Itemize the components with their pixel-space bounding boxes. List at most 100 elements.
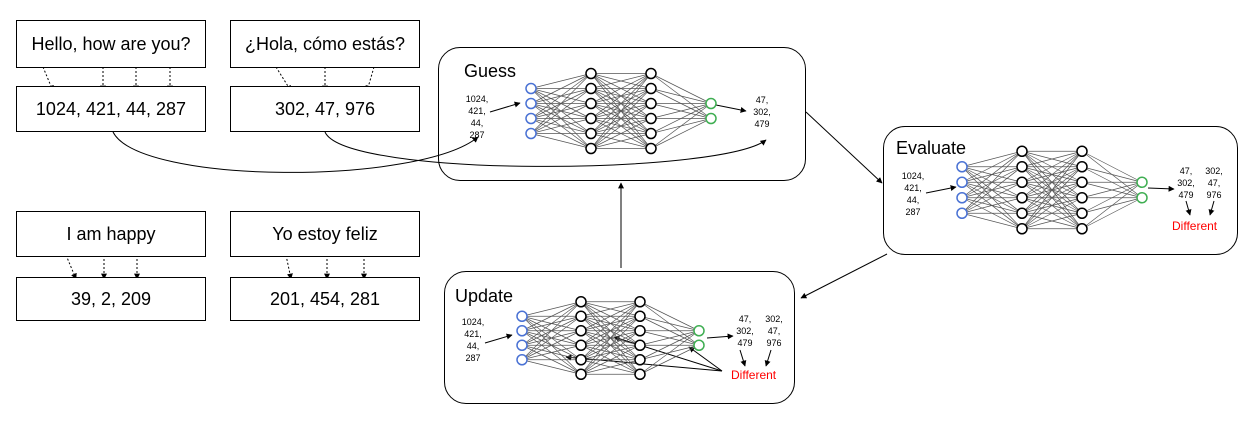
hidden-node: [645, 97, 657, 110]
update-target-value: 302,: [765, 314, 783, 324]
hidden-node: [575, 325, 587, 337]
evaluate-compare-arrow-right: [1208, 200, 1215, 216]
hidden-node: [1076, 176, 1088, 188]
network-edge: [1081, 181, 1143, 199]
network-edge: [590, 103, 652, 149]
evaluate-output-value: 302,: [1177, 178, 1195, 188]
hidden-node: [1016, 207, 1028, 219]
hidden-node: [585, 127, 597, 140]
guess-input-arrow: [489, 101, 521, 113]
hidden-node: [575, 354, 587, 366]
network-edges: [521, 301, 700, 375]
network-edge: [580, 316, 641, 375]
network-edge: [1081, 181, 1143, 230]
hidden-node: [634, 296, 646, 308]
update-input-value: 44,: [466, 341, 480, 351]
guess-title: Guess: [464, 61, 517, 81]
evaluate-output-arrow: [1147, 185, 1175, 192]
network-edge: [961, 197, 1023, 214]
target-tokens-text: 302, 47, 976: [274, 98, 376, 119]
evaluate-title: Evaluate: [896, 138, 967, 158]
network-edge: [1081, 181, 1143, 214]
network-edge: [530, 118, 592, 134]
input-node: [516, 325, 528, 337]
network-edge: [1021, 151, 1083, 214]
evaluate-output-value: 47,: [1179, 166, 1193, 176]
network-edge: [1021, 150, 1083, 168]
network-edge: [580, 359, 641, 375]
source-sentence-text: Hello, how are you?: [31, 33, 191, 54]
hidden-node: [1016, 145, 1028, 157]
network-edge: [1081, 197, 1143, 230]
hidden-node: [1076, 207, 1088, 219]
output-node: [1136, 192, 1148, 204]
network-edge: [580, 301, 641, 346]
network-edge: [1021, 181, 1083, 230]
network-edge: [650, 118, 712, 149]
update-compare-arrow-left: [739, 349, 747, 367]
update-output-value: 479: [737, 338, 753, 348]
network-edge: [650, 103, 712, 119]
guess-input-value: 1024,: [465, 94, 489, 104]
evaluate-input-arrow: [925, 185, 957, 194]
network-edge: [639, 315, 700, 332]
network-edge: [650, 103, 712, 134]
guess-input-value: 421,: [468, 106, 486, 116]
source-sentence-text-2: I am happy: [66, 223, 156, 244]
input-node: [516, 339, 528, 351]
evaluate-input-value: 44,: [906, 195, 920, 205]
network-edge: [580, 301, 641, 332]
update-title: Update: [455, 286, 514, 306]
network-edge: [580, 301, 641, 360]
input-node: [525, 127, 537, 140]
target-sentence-box: ¿Hola, cómo estás?: [230, 20, 420, 68]
network-edges: [530, 73, 712, 149]
evaluate-verdict: Different: [1172, 219, 1218, 233]
network-edge: [1081, 150, 1143, 183]
network-edge: [530, 133, 592, 149]
network-edge: [639, 344, 700, 375]
guess-to-evaluate-arrow: [805, 111, 883, 184]
network-edge: [530, 88, 592, 134]
input-node: [525, 82, 537, 95]
update-input-values: 1024, 421, 44, 287: [458, 316, 488, 364]
hidden-node: [645, 67, 657, 80]
hidden-node: [1076, 161, 1088, 173]
guess-output-value: 302,: [753, 107, 771, 117]
hidden-node: [1076, 192, 1088, 204]
hidden-node: [585, 112, 597, 125]
network-edge: [580, 301, 641, 375]
update-output-values: 47, 302, 479: [731, 313, 759, 349]
guess-output-value: 47,: [755, 95, 769, 105]
network-edge: [521, 301, 582, 360]
update-output-value: 302,: [736, 326, 754, 336]
target-tokens-box-2: 201, 454, 281: [230, 277, 420, 321]
input-node: [956, 161, 968, 173]
hidden-node: [575, 339, 587, 351]
update-compare-arrow-right: [764, 349, 772, 367]
network-edge: [590, 133, 652, 149]
target-tokens-box: 302, 47, 976: [230, 86, 420, 132]
network-edge: [521, 359, 582, 375]
evaluate-compare-arrow-left: [1185, 200, 1192, 216]
hidden-node: [1016, 176, 1028, 188]
evaluate-target-value: 47,: [1207, 178, 1221, 188]
update-input-value: 287: [465, 353, 481, 363]
evaluate-input-values: 1024, 421, 44, 287: [898, 170, 928, 218]
input-node: [956, 176, 968, 188]
hidden-node: [585, 142, 597, 155]
evaluate-input-value: 287: [905, 207, 921, 217]
hidden-node: [634, 310, 646, 322]
input-node: [516, 354, 528, 366]
hidden-node: [634, 339, 646, 351]
evaluate-output-values: 47, 302, 479: [1172, 165, 1200, 201]
output-node: [693, 325, 705, 337]
input-node: [516, 310, 528, 322]
hidden-node: [1016, 192, 1028, 204]
hidden-node: [585, 82, 597, 95]
update-input-arrow: [484, 333, 513, 344]
network-edge: [1021, 166, 1083, 229]
